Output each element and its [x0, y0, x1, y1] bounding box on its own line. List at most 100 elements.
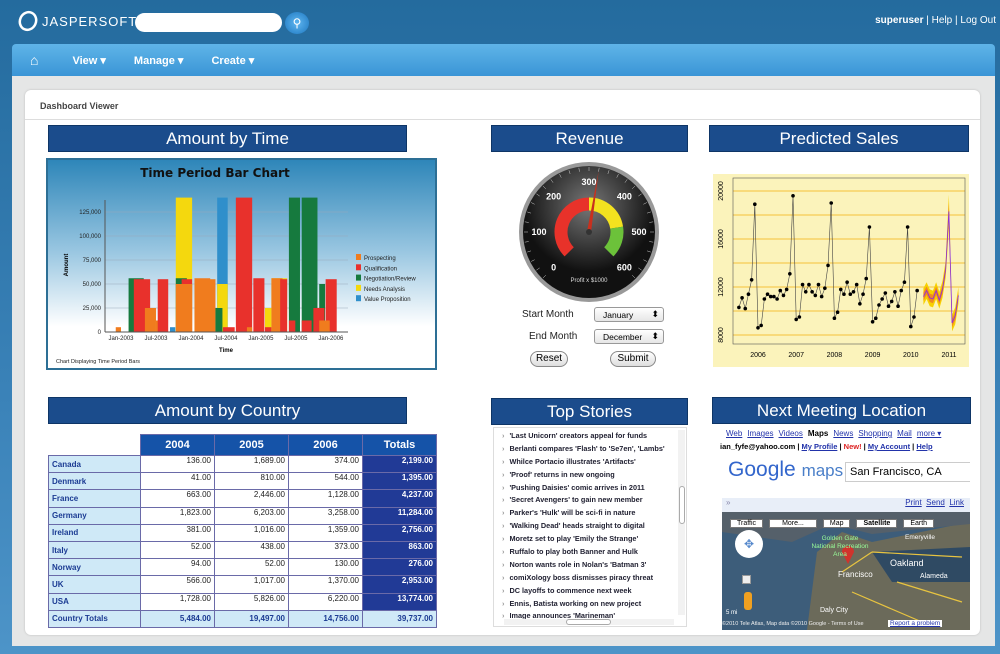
data-point [848, 292, 853, 296]
map-search-input[interactable]: San Francisco, CA [845, 462, 970, 482]
story-item[interactable]: DC layoffs to commence next week [502, 586, 686, 599]
gauge-tick-label: 0 [551, 262, 556, 272]
story-item[interactable]: 'Walking Dead' heads straight to digital [502, 521, 686, 534]
submit-button[interactable]: Submit [610, 351, 656, 367]
vertical-scroll-thumb[interactable] [679, 486, 685, 524]
nav-view[interactable]: View ▾ [72, 54, 106, 67]
legend-swatch [356, 274, 361, 281]
logout-link[interactable]: Log Out [960, 15, 996, 26]
gauge-tick [616, 173, 619, 178]
map-button-satellite[interactable]: Satellite [856, 519, 898, 528]
home-icon[interactable]: ⌂ [30, 52, 39, 68]
search-input[interactable] [135, 13, 282, 32]
gauge-tick [646, 211, 651, 214]
username[interactable]: superuser [875, 15, 924, 26]
report-problem-link[interactable]: Report a problem [888, 620, 943, 627]
table-row: Denmark 41.00 810.00 544.00 1,395.00 [48, 472, 437, 491]
help-link[interactable]: Help [916, 442, 933, 451]
story-item[interactable]: Image announces 'Marineman' [502, 611, 686, 624]
end-month-label: End Month [529, 331, 578, 342]
story-item[interactable]: Moretz set to play 'Emily the Strange' [502, 534, 686, 547]
story-item[interactable]: 'Proof' returns in new ongoing [502, 470, 686, 483]
search-button[interactable]: ⚲ [285, 12, 309, 34]
data-point [823, 286, 827, 290]
bar-prospecting [246, 327, 253, 332]
map-button-map[interactable]: Map [822, 519, 851, 528]
story-item[interactable]: Berlanti compares 'Flash' to 'Se7en', 'L… [502, 444, 686, 457]
corner-cell [49, 435, 141, 456]
bar-negotiation-review [215, 308, 223, 332]
story-item[interactable]: Norton wants role in Nolan's 'Batman 3' [502, 560, 686, 573]
start-month-select[interactable]: January [594, 307, 664, 322]
data-point [835, 310, 840, 314]
story-item[interactable]: 'Pushing Daisies' comic arrives in 2011 [502, 483, 686, 496]
nav-manage[interactable]: Manage ▾ [133, 54, 184, 67]
google-link-videos[interactable]: Videos [778, 429, 803, 438]
cell-value: 810.00 [214, 472, 289, 491]
gauge-tick-label: 500 [631, 227, 646, 237]
link-link[interactable]: Link [949, 498, 964, 507]
story-item[interactable]: Ennis, Batista working on new project [502, 599, 686, 612]
data-point [842, 292, 846, 296]
cell-value: 1,823.00 [140, 506, 215, 525]
pan-control-icon[interactable]: ✥ [735, 530, 763, 558]
zoom-control[interactable] [742, 575, 751, 584]
forecast-line [923, 211, 959, 324]
country-name: Norway [48, 558, 141, 577]
expand-icon[interactable]: » [726, 498, 731, 507]
google-link-images[interactable]: Images [747, 429, 774, 438]
map-button-more[interactable]: More... [769, 519, 817, 528]
separator: | [926, 15, 929, 26]
gauge-tick-label: 100 [531, 227, 546, 237]
gauge-tick-label: 200 [546, 192, 561, 202]
google-link-maps[interactable]: Maps [807, 429, 829, 438]
map-button-traffic[interactable]: Traffic [730, 519, 764, 528]
legend-swatch [356, 284, 361, 291]
jaspersoft-logo[interactable]: JASPERSOFT [18, 10, 137, 32]
google-link-more[interactable]: more ▾ [916, 429, 942, 438]
bar-qualification [313, 308, 325, 332]
send-link[interactable]: Send [926, 498, 945, 507]
account-bar: ian_fyfe@yahoo.com | My Profile | New! |… [720, 442, 933, 451]
data-point [832, 316, 837, 320]
story-item[interactable]: comiXology boss dismisses piracy threat [502, 573, 686, 586]
cell-value: 373.00 [288, 540, 363, 560]
google-link-shopping[interactable]: Shopping [858, 429, 893, 438]
country-name: France [48, 489, 141, 508]
legend-swatch [356, 264, 361, 271]
row-total: 2,756.00 [362, 523, 437, 542]
cell-value: 1,016.00 [214, 523, 289, 542]
reset-button[interactable]: Reset [530, 351, 568, 367]
column-header: 2005 [214, 434, 289, 456]
pegman-icon[interactable] [744, 592, 752, 610]
bar-prospecting [199, 279, 216, 332]
y-tick-label: 125,000 [79, 210, 101, 216]
google-link-mail[interactable]: Mail [897, 429, 912, 438]
print-link[interactable]: Print [905, 498, 922, 507]
google-link-news[interactable]: News [833, 429, 854, 438]
bar-qualification [301, 320, 312, 332]
google-link-web[interactable]: Web [726, 429, 743, 438]
map-button-earth[interactable]: Earth [903, 519, 935, 528]
story-item[interactable]: 'Last Unicorn' creators appeal for funds [502, 431, 686, 444]
horizontal-scroll-thumb[interactable] [566, 619, 611, 625]
data-point [740, 296, 744, 300]
bar-qualification [280, 279, 288, 332]
data-point [819, 294, 824, 299]
story-item[interactable]: Ruffalo to play both Banner and Hulk [502, 547, 686, 560]
data-point [816, 282, 821, 287]
story-item[interactable]: Parker's 'Hulk' will be sci-fi in nature [502, 508, 686, 521]
bar-qualification [235, 197, 253, 332]
my-profile-link[interactable]: My Profile [801, 442, 838, 451]
help-link[interactable]: Help [931, 15, 953, 26]
end-month-select[interactable]: December [594, 329, 664, 344]
story-item[interactable]: Whilce Portacio illustrates 'Artifacts' [502, 457, 686, 470]
nav-create[interactable]: Create ▾ [211, 54, 255, 67]
story-item[interactable]: 'Secret Avengers' to gain new member [502, 495, 686, 508]
x-tick-label: Jan-2003 [108, 336, 134, 342]
my-account-link[interactable]: My Account [867, 442, 911, 451]
map-label: Oakland [890, 558, 924, 568]
data-point [762, 297, 767, 301]
gauge-tick [536, 267, 540, 271]
page-title: Dashboard Viewer [40, 101, 119, 111]
